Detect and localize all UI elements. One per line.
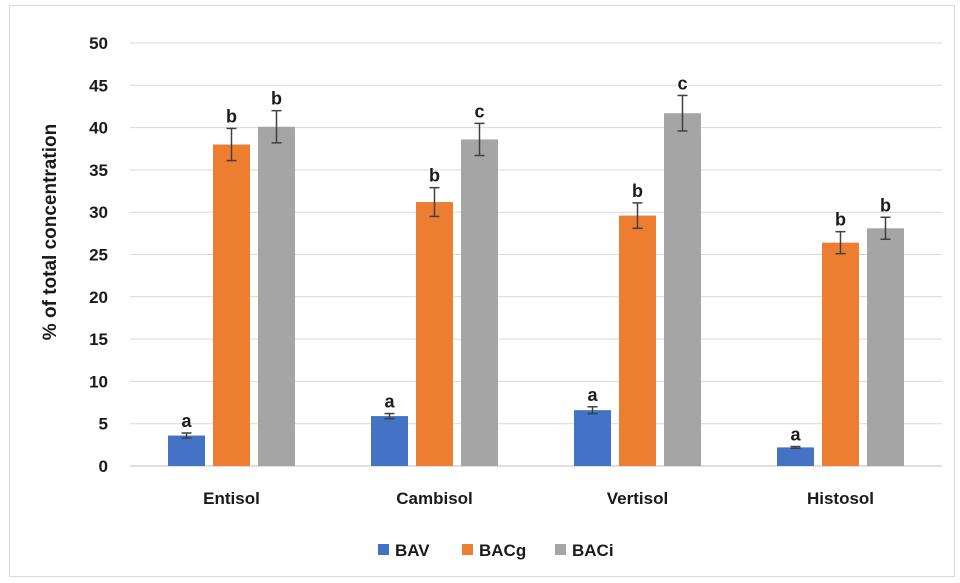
bar-baci-vertisol xyxy=(664,113,701,466)
x-category-label: Cambisol xyxy=(396,489,473,508)
y-tick-label: 20 xyxy=(89,288,108,307)
x-category-label: Entisol xyxy=(203,489,260,508)
significance-label: a xyxy=(384,392,395,412)
significance-label: b xyxy=(880,195,891,215)
legend-swatch xyxy=(462,544,473,555)
error-bar xyxy=(474,122,485,157)
error-bar xyxy=(880,216,891,241)
legend-label: BACg xyxy=(479,541,526,560)
y-tick-label: 25 xyxy=(89,246,108,265)
bar-bacg-vertisol xyxy=(619,215,656,466)
significance-label: c xyxy=(677,73,687,93)
significance-label: a xyxy=(587,385,598,405)
y-tick-label: 35 xyxy=(89,161,108,180)
significance-label: a xyxy=(790,425,801,445)
significance-labels: a b b a b c a b c a b b xyxy=(181,73,891,444)
y-tick-label: 40 xyxy=(89,119,108,138)
y-tick-label: 50 xyxy=(89,34,108,53)
y-tick-label: 45 xyxy=(89,76,108,95)
bar-bav-histosol xyxy=(777,447,814,466)
y-axis-label: % of total concentration xyxy=(40,124,61,340)
error-bar xyxy=(226,127,237,162)
bar-bav-cambisol xyxy=(371,416,408,466)
significance-label: a xyxy=(181,411,192,431)
y-tick-label: 5 xyxy=(99,415,108,434)
legend: BAV BACg BACi xyxy=(378,541,614,560)
error-bar xyxy=(632,202,643,230)
gridlines xyxy=(130,42,942,467)
y-tick-label: 10 xyxy=(89,372,108,391)
bar-baci-histosol xyxy=(867,228,904,466)
y-tick-label: 15 xyxy=(89,330,108,349)
y-axis-ticks: 0 5 10 15 20 25 30 35 40 45 50 xyxy=(89,34,108,476)
bar-bacg-histosol xyxy=(822,242,859,466)
bar-bacg-entisol xyxy=(213,144,250,466)
legend-item-bav: BAV xyxy=(378,541,430,560)
error-bar xyxy=(271,109,282,144)
bars xyxy=(168,113,904,466)
error-bar xyxy=(181,432,192,439)
error-bar xyxy=(835,230,846,255)
bar-bacg-cambisol xyxy=(416,202,453,466)
error-bars xyxy=(181,94,891,449)
x-category-label: Vertisol xyxy=(607,489,668,508)
significance-label: c xyxy=(474,101,484,121)
error-bar xyxy=(587,406,598,415)
bar-baci-entisol xyxy=(258,126,295,466)
x-axis-categories: Entisol Cambisol Vertisol Histosol xyxy=(203,489,874,508)
bar-bav-vertisol xyxy=(574,410,611,466)
legend-label: BAV xyxy=(395,541,430,560)
significance-label: b xyxy=(226,106,237,126)
legend-label: BACi xyxy=(572,541,614,560)
error-bar xyxy=(384,412,395,420)
y-tick-label: 30 xyxy=(89,203,108,222)
significance-label: b xyxy=(429,166,440,186)
significance-label: b xyxy=(271,89,282,109)
error-bar xyxy=(677,94,688,132)
significance-label: b xyxy=(632,181,643,201)
x-category-label: Histosol xyxy=(807,489,874,508)
bar-baci-cambisol xyxy=(461,139,498,466)
error-bar xyxy=(429,186,440,218)
y-tick-label: 0 xyxy=(99,457,108,476)
error-bar xyxy=(790,445,801,449)
bar-bav-entisol xyxy=(168,435,205,466)
legend-swatch xyxy=(378,544,389,555)
legend-swatch xyxy=(555,544,566,555)
legend-item-bacg: BACg xyxy=(462,541,526,560)
legend-item-baci: BACi xyxy=(555,541,614,560)
significance-label: b xyxy=(835,210,846,230)
